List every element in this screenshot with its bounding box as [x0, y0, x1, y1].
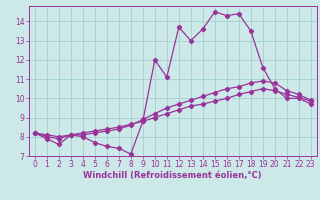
X-axis label: Windchill (Refroidissement éolien,°C): Windchill (Refroidissement éolien,°C)	[84, 171, 262, 180]
